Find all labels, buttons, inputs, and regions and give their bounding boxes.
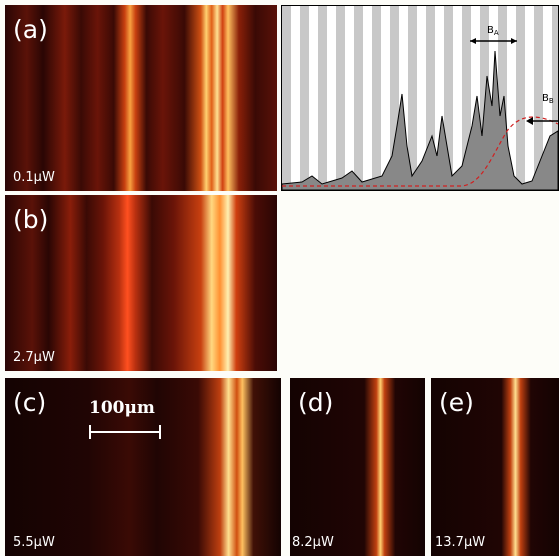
annotation-text: B bbox=[487, 25, 494, 36]
arrow-head bbox=[526, 117, 533, 125]
annotation: BB bbox=[542, 93, 554, 105]
power-label: 8.2μW bbox=[292, 535, 334, 550]
image-panel: (e) 13.7μW bbox=[431, 378, 559, 556]
annotation: BA bbox=[487, 25, 499, 37]
scale-bar bbox=[89, 431, 161, 433]
spectrum-svg: BA BB bbox=[281, 25, 559, 191]
envelope-curve bbox=[282, 116, 559, 187]
spectrum-plot: BA BB bbox=[281, 5, 559, 191]
panel-label: (b) bbox=[13, 205, 49, 234]
power-label: 13.7μW bbox=[435, 535, 486, 550]
image-panel: (c) 100μm 5.5μW bbox=[5, 378, 281, 556]
panel-label: (d) bbox=[298, 388, 334, 417]
power-label: 0.1μW bbox=[13, 170, 55, 185]
scale-bar-end bbox=[159, 425, 161, 439]
power-label: 5.5μW bbox=[13, 535, 55, 550]
annotation-text: B bbox=[542, 93, 549, 104]
scale-bar-label: 100μm bbox=[89, 398, 155, 418]
image-panel: (a) 0.1μW bbox=[5, 5, 277, 191]
image-panel: (b) 2.7μW bbox=[5, 195, 277, 371]
panel-label: (a) bbox=[13, 15, 48, 44]
panel-label: (c) bbox=[13, 388, 47, 417]
spectrum-line bbox=[281, 50, 559, 191]
annotation-sub: A bbox=[494, 29, 499, 37]
annotation-sub: B bbox=[549, 97, 554, 105]
scale-bar-end bbox=[89, 425, 91, 439]
panel-label: (e) bbox=[439, 388, 474, 417]
power-label: 2.7μW bbox=[13, 350, 55, 365]
image-panel: (d) 8.2μW bbox=[290, 378, 425, 556]
